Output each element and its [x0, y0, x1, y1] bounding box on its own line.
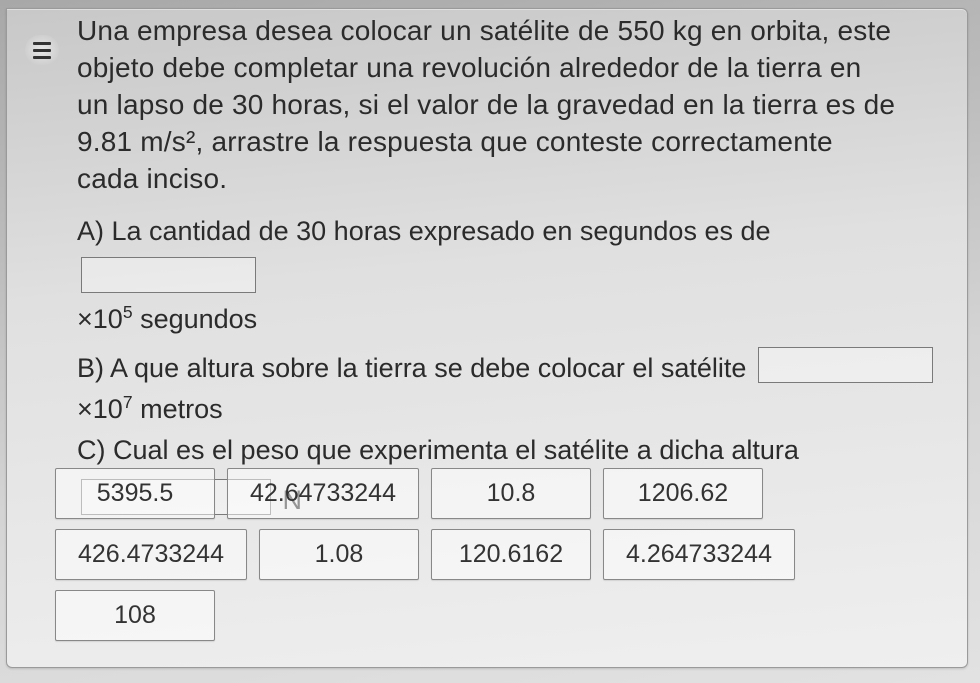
list-menu-icon[interactable] — [25, 35, 59, 65]
option-chip[interactable]: 108 — [55, 590, 215, 641]
question-a: A) La cantidad de 30 horas expresado en … — [77, 212, 945, 298]
option-chip[interactable]: 1.08 — [259, 529, 419, 580]
unit-exp: 7 — [123, 392, 133, 412]
question-card: Una empresa desea colocar un satélite de… — [6, 8, 968, 668]
option-chip[interactable]: 426.4733244 — [55, 529, 247, 580]
unit-prefix: ×10 — [77, 304, 123, 334]
option-chip[interactable]: 42.64733244 — [227, 468, 419, 519]
drop-target-a[interactable] — [81, 257, 256, 293]
question-b-unit: ×107 metros — [77, 390, 945, 429]
unit-prefix: ×10 — [77, 394, 123, 424]
unit-suffix: segundos — [133, 304, 258, 334]
screen-root: Una empresa desea colocar un satélite de… — [0, 0, 980, 683]
option-chip[interactable]: 5395.5 — [55, 468, 215, 519]
answer-options: 5395.5 42.64733244 10.8 1206.62 426.4733… — [55, 468, 943, 641]
option-chip[interactable]: 10.8 — [431, 468, 591, 519]
question-b: B) A que altura sobre la tierra se debe … — [77, 341, 945, 388]
menu-line — [33, 42, 51, 45]
unit-suffix: metros — [133, 394, 223, 424]
drop-target-b[interactable] — [758, 347, 933, 383]
problem-line: 9.81 m/s², arrastre la respuesta que con… — [77, 126, 833, 157]
problem-statement: Una empresa desea colocar un satélite de… — [77, 13, 945, 198]
unit-exp: 5 — [123, 302, 133, 322]
question-c-text: C) Cual es el peso que experimenta el sa… — [77, 435, 799, 465]
problem-line: cada inciso. — [77, 163, 227, 194]
problem-line: Una empresa desea colocar un satélite de… — [77, 15, 891, 46]
problem-line: un lapso de 30 horas, si el valor de la … — [77, 89, 895, 120]
option-chip[interactable]: 1206.62 — [603, 468, 763, 519]
question-c: C) Cual es el peso que experimenta el sa… — [77, 431, 945, 470]
problem-line: objeto debe completar una revolución alr… — [77, 52, 861, 83]
option-chip[interactable]: 4.264733244 — [603, 529, 795, 580]
question-a-text: A) La cantidad de 30 horas expresado en … — [77, 216, 771, 246]
question-a-unit: ×105 segundos — [77, 300, 945, 339]
menu-line — [33, 49, 51, 52]
menu-line — [33, 56, 51, 59]
question-b-text: B) A que altura sobre la tierra se debe … — [77, 353, 746, 383]
option-chip[interactable]: 120.6162 — [431, 529, 591, 580]
